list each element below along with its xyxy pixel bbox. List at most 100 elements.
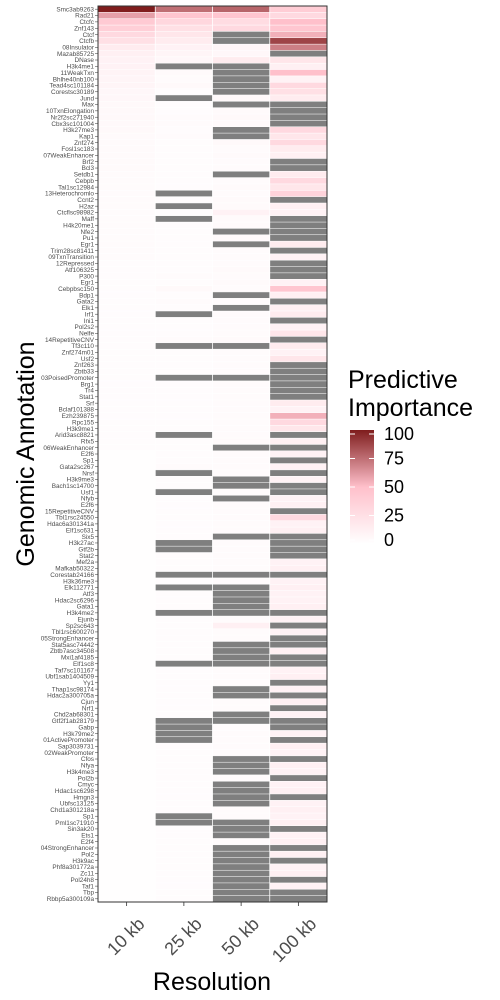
heatmap-cell (98, 724, 156, 731)
heatmap-cell (269, 844, 327, 852)
heatmap-cell (98, 889, 156, 896)
heatmap-cell (212, 844, 270, 852)
heatmap-cell (269, 444, 327, 451)
heatmap-cell (269, 196, 327, 203)
y-tick-label: Pol2 (81, 852, 94, 859)
heatmap-cell (269, 539, 327, 547)
heatmap-cell (212, 425, 270, 432)
heatmap-cell (98, 145, 156, 153)
heatmap-cell (98, 412, 156, 420)
heatmap-cell (155, 126, 213, 134)
heatmap-cell (212, 539, 270, 547)
heatmap-cell (155, 190, 213, 197)
heatmap-cell (269, 152, 327, 159)
heatmap-cell (269, 355, 327, 362)
heatmap-cell (269, 895, 327, 902)
heatmap-cell (269, 279, 327, 286)
heatmap-cell (212, 342, 270, 350)
heatmap-cell (212, 635, 270, 642)
heatmap-cell (98, 349, 156, 356)
heatmap-cell (269, 813, 327, 820)
heatmap-cell (269, 241, 327, 248)
heatmap-cell (212, 546, 270, 553)
heatmap-cell (212, 406, 270, 413)
heatmap-cell (212, 813, 270, 820)
y-tick-label: Nelfe (79, 330, 94, 337)
heatmap-cell (98, 399, 156, 407)
heatmap-cell (212, 266, 270, 273)
heatmap-cell (155, 6, 213, 13)
y-tick-label: Nfyb (81, 496, 95, 503)
heatmap-cell (98, 622, 156, 629)
heatmap-cell (269, 692, 327, 699)
heatmap-cell (155, 75, 213, 83)
heatmap-cell (98, 851, 156, 858)
heatmap-cell (155, 774, 213, 782)
heatmap-cell (212, 616, 270, 623)
heatmap-cell (269, 717, 327, 725)
heatmap-cell (98, 457, 156, 464)
heatmap-cell (212, 533, 270, 540)
heatmap-cell (212, 895, 270, 902)
heatmap-cell (155, 317, 213, 324)
heatmap-cell (155, 304, 213, 312)
heatmap-cell (98, 450, 156, 458)
heatmap-cell (155, 476, 213, 483)
heatmap-cell (155, 527, 213, 534)
heatmap-cell (212, 800, 270, 807)
heatmap-cell (269, 44, 327, 51)
heatmap-cell (269, 800, 327, 807)
legend-tick-label: 0 (384, 530, 394, 550)
y-tick-label: Tbl1rsc600270 (52, 629, 95, 636)
heatmap-cell (269, 272, 327, 280)
y-tick-label: Tf3c110 (71, 343, 94, 350)
heatmap-cell (98, 654, 156, 661)
heatmap-cell (98, 158, 156, 165)
y-tick-label: Usf1 (81, 489, 95, 496)
heatmap-cell (269, 6, 327, 13)
heatmap-cell (155, 495, 213, 502)
heatmap-cell (155, 285, 213, 292)
y-tick-label: H3k4me2 (67, 610, 95, 617)
heatmap-cell (155, 171, 213, 178)
heatmap-cell (269, 438, 327, 445)
y-tick-label: Irf1 (85, 311, 95, 318)
heatmap-cell (212, 279, 270, 286)
y-tick-label: Nrf1 (82, 705, 95, 712)
heatmap-cell (98, 819, 156, 826)
heatmap-cell (269, 215, 327, 223)
heatmap-cell (155, 260, 213, 267)
heatmap-cell (212, 793, 270, 801)
heatmap-cell (269, 463, 327, 470)
heatmap-cell (155, 558, 213, 566)
heatmap-cell (155, 50, 213, 57)
heatmap-cell (98, 177, 156, 184)
heatmap-cell (98, 488, 156, 496)
heatmap-cell (269, 25, 327, 32)
heatmap-cell (155, 438, 213, 445)
heatmap-cell (212, 508, 270, 515)
y-tick-label: Elk112771 (64, 585, 94, 592)
y-tick-label: Atf106325 (65, 267, 95, 274)
y-tick-label: Ini1 (84, 318, 95, 325)
heatmap-cell (212, 711, 270, 718)
heatmap-cell (155, 889, 213, 896)
heatmap-cell (212, 584, 270, 591)
heatmap-cell (269, 711, 327, 718)
heatmap-cell (269, 736, 327, 744)
heatmap-cell (98, 361, 156, 369)
y-tick-label: Znf263 (74, 362, 94, 369)
heatmap-cell (155, 781, 213, 788)
heatmap-cell (212, 870, 270, 877)
heatmap-cell (212, 609, 270, 617)
heatmap-cell (155, 730, 213, 737)
heatmap-cell (155, 209, 213, 216)
heatmap-cell (212, 431, 270, 439)
heatmap-cell (212, 222, 270, 229)
heatmap-cell (98, 571, 156, 578)
y-tick-label: 08Insulator (62, 45, 94, 52)
heatmap-cell (212, 724, 270, 731)
heatmap-cell (212, 527, 270, 534)
heatmap-cell (212, 56, 270, 64)
heatmap-cell (98, 311, 156, 318)
